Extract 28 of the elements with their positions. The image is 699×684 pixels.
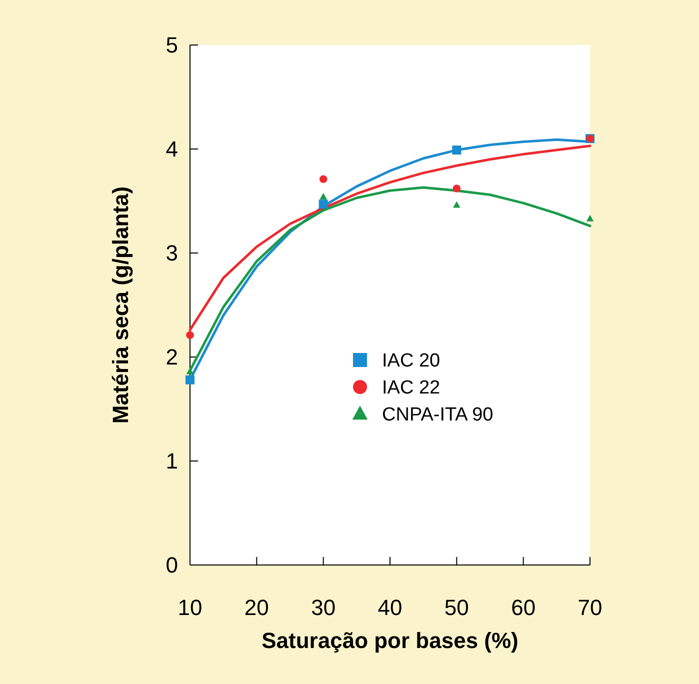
x-axis-title: Saturação por bases (%): [262, 628, 518, 653]
x-tick-label: 40: [378, 595, 402, 620]
legend-label: IAC 20: [382, 350, 440, 372]
y-axis-title: Matéria seca (g/planta): [108, 186, 133, 424]
x-tick-label: 10: [178, 595, 202, 620]
point: [452, 184, 461, 192]
point: [186, 368, 194, 374]
x-tick-label: 70: [578, 595, 602, 620]
point: [319, 175, 328, 184]
y-tick-label: 3: [166, 240, 178, 266]
point: [318, 200, 328, 209]
y-tick-label: 1: [166, 448, 178, 474]
point: [453, 201, 460, 208]
x-tick-label: 60: [511, 595, 536, 620]
x-tick-label: 30: [311, 595, 336, 620]
legend-label: CNPA-ITA 90: [382, 404, 494, 426]
x-tick-label: 20: [244, 595, 269, 620]
point: [186, 375, 194, 384]
y-tick-label: 2: [166, 344, 178, 370]
legend-label: IAC 22: [382, 378, 440, 399]
y-tick-label: 5: [166, 32, 178, 58]
point: [320, 192, 327, 200]
x-tick-label: 50: [444, 595, 469, 620]
y-tick-label: 0: [166, 552, 178, 578]
point: [452, 146, 462, 155]
y-tick-label: 4: [166, 136, 178, 162]
point: [586, 214, 594, 222]
point: [186, 331, 194, 340]
